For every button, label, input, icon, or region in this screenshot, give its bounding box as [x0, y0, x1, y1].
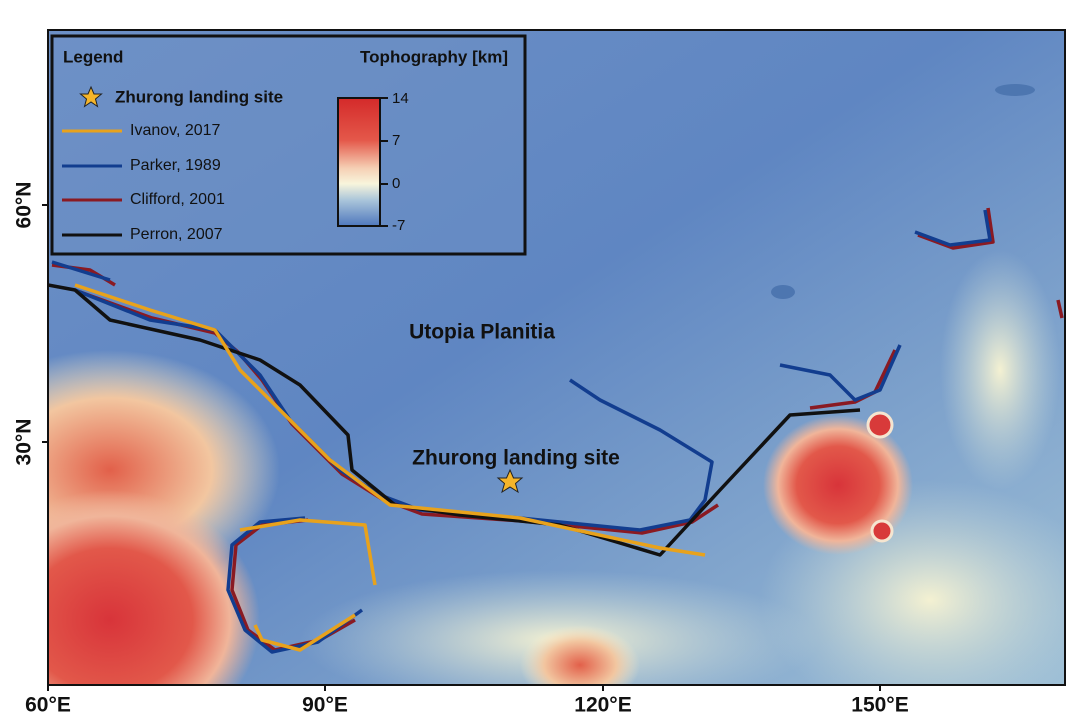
colorbar-tick: 7: [392, 132, 400, 149]
legend-entry: Clifford, 2001: [130, 191, 225, 208]
region-label: Utopia Planitia: [409, 321, 555, 344]
legend-entry: Parker, 1989: [130, 157, 221, 174]
colorbar-tick: -7: [392, 217, 405, 234]
lat-label: 30°N: [13, 419, 36, 466]
lon-label: 150°E: [851, 694, 908, 717]
map-area: Utopia Planitia Zhurong landing site: [48, 30, 1065, 685]
legend: Legend Tophography [km] Zhurong landing …: [50, 34, 527, 256]
colorbar-title: Tophography [km]: [360, 47, 508, 66]
lon-label: 120°E: [574, 694, 631, 717]
lat-label: 60°N: [13, 182, 36, 229]
colorbar-tick: 0: [392, 175, 400, 192]
lon-label: 90°E: [302, 694, 348, 717]
lon-label: 60°E: [25, 694, 71, 717]
map-frame: [47, 29, 1066, 686]
legend-entry: Ivanov, 2017: [130, 122, 221, 139]
legend-entry: Perron, 2007: [130, 226, 223, 243]
site-label: Zhurong landing site: [412, 447, 620, 470]
colorbar: [337, 97, 381, 227]
colorbar-tick: 14: [392, 90, 409, 107]
legend-entry: Zhurong landing site: [115, 87, 283, 106]
legend-title: Legend: [63, 47, 123, 66]
